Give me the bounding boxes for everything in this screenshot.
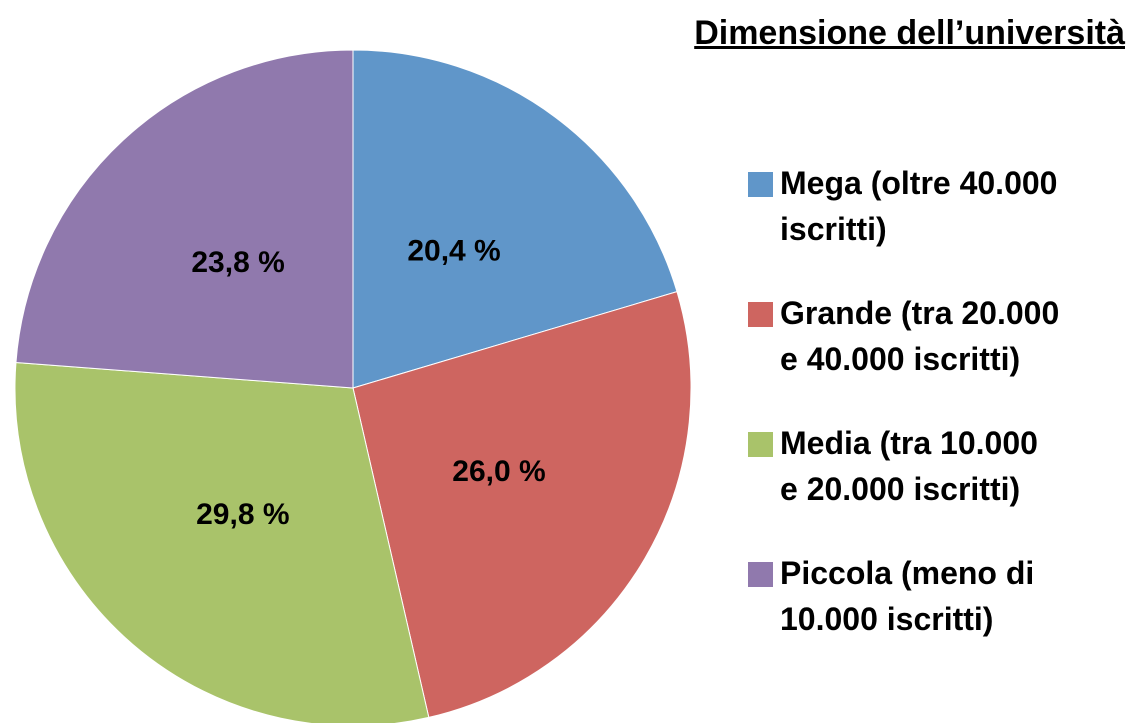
legend-label: Grande (tra 20.000 e 40.000 iscritti) [780, 295, 1060, 377]
legend-item: Mega (oltre 40.000 iscritti) [748, 160, 1064, 252]
chart-title: Dimensione dell’università [694, 14, 1125, 52]
legend-label: Piccola (meno di 10.000 iscritti) [780, 555, 1035, 637]
legend: Mega (oltre 40.000 iscritti) Grande (tra … [748, 160, 1064, 642]
data-label: 23,8 % [191, 246, 284, 279]
legend-swatch [748, 432, 773, 457]
data-label: 29,8 % [196, 498, 289, 531]
pie-slice [14, 362, 430, 723]
legend-item: Grande (tra 20.000 e 40.000 iscritti) [748, 290, 1064, 382]
pie-slice [352, 49, 678, 389]
pie-slice [15, 49, 354, 389]
legend-item: Piccola (meno di 10.000 iscritti) [748, 550, 1064, 642]
data-label: 26,0 % [452, 455, 545, 488]
legend-swatch [748, 172, 773, 197]
legend-swatch [748, 562, 773, 587]
pie-slice [352, 291, 692, 718]
data-label: 20,4 % [407, 234, 500, 267]
legend-item: Media (tra 10.000 e 20.000 iscritti) [748, 420, 1064, 512]
legend-swatch [748, 302, 773, 327]
legend-label: Media (tra 10.000 e 20.000 iscritti) [780, 425, 1038, 507]
legend-label: Mega (oltre 40.000 iscritti) [780, 165, 1058, 247]
